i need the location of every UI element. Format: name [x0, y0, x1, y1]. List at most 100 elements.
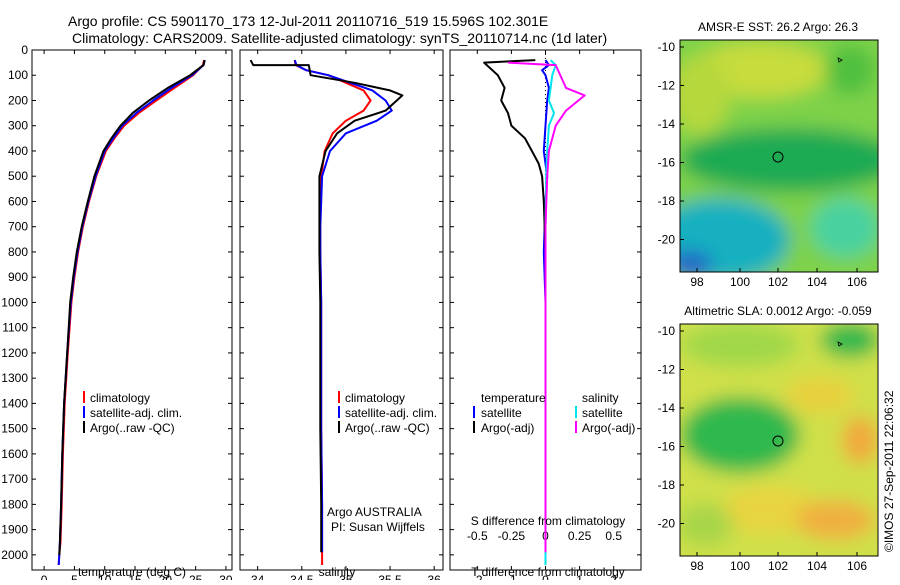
- map-x-tick-label: 102: [768, 275, 788, 289]
- x-tick-label: 34.5: [290, 573, 314, 580]
- s-diff-tick-label: 0.25: [568, 529, 592, 543]
- map-x-tick-label: 102: [768, 559, 788, 573]
- depth-tick-label: 1200: [1, 346, 28, 360]
- map-y-tick-label: -14: [658, 117, 676, 131]
- depth-axis: 0 100 200 300 400 500 600 700 800 900 1000 1100 1200…: [1, 43, 641, 562]
- depth-tick-label: 1400: [1, 396, 28, 410]
- sla-map: [680, 324, 878, 556]
- difference-legend: temperature salinity satellite Argo(-adj…: [473, 391, 635, 435]
- series-group: [57, 59, 206, 566]
- map-y-tick-label: -12: [658, 79, 676, 93]
- depth-tick-label: 0: [21, 43, 28, 57]
- series-line-argo-adj-: [483, 59, 547, 555]
- x-tick-label: 1: [576, 573, 583, 580]
- temperature-panel: [31, 49, 233, 571]
- s-diff-tick-label: -0.25: [498, 529, 526, 543]
- argo-location-marker: [772, 151, 784, 163]
- series-line-satellite: [544, 59, 557, 565]
- series-group: [249, 59, 404, 565]
- map-y-tick-label: -10: [658, 324, 676, 338]
- salinity-panel: [239, 49, 444, 571]
- series-line-climatology: [57, 59, 206, 566]
- x-tick-label: 30: [219, 573, 233, 580]
- map-x-tick-label: 98: [690, 559, 704, 573]
- x-tick-label: 0: [542, 573, 549, 580]
- map-x-tick-label: 100: [730, 559, 750, 573]
- timestamp: ©IMOS 27-Sep-2011 22:06:32: [882, 390, 896, 552]
- series-line-satellite-adj-clim-: [293, 59, 393, 553]
- map-x-tick-label: 100: [730, 275, 750, 289]
- x-tick-label: 0: [41, 573, 48, 580]
- argo-location-marker: [772, 435, 784, 447]
- salinity-xlabel: salinity: [319, 565, 356, 579]
- x-tick-label: 36: [427, 573, 441, 580]
- temperature-plot: 0 5 10 15 20 25 30: [41, 50, 233, 585]
- map-y-tick-label: -14: [658, 401, 676, 415]
- depth-tick-label: 900: [8, 270, 28, 284]
- x-tick-label: 34: [251, 573, 265, 580]
- depth-tick-label: 800: [8, 245, 28, 259]
- depth-tick-label: 1100: [2, 321, 28, 335]
- legend-label: Argo(..raw -QC): [90, 421, 175, 435]
- series-line-argo-raw-qc-: [58, 59, 206, 555]
- legend-header-temperature: temperature: [481, 391, 546, 405]
- title-line2: Climatology: CARS2009. Satellite-adjuste…: [72, 30, 607, 46]
- legend-label: Argo(..raw -QC): [345, 421, 430, 435]
- depth-tick-label: 1000: [1, 295, 28, 309]
- depth-tick-label: 1300: [1, 371, 28, 385]
- sst-map: [680, 40, 878, 272]
- map-y-tick-label: -16: [658, 156, 676, 170]
- depth-tick-label: 500: [8, 169, 28, 183]
- t-difference-xlabel: T difference from climatology: [471, 565, 625, 579]
- annotation-pi: PI: Susan Wijffels: [331, 520, 425, 534]
- map-y-tick-label: -18: [658, 194, 676, 208]
- map-x-tick-label: 106: [847, 275, 867, 289]
- depth-tick-label: 1500: [1, 422, 28, 436]
- depth-tick-label: 1800: [1, 497, 28, 511]
- salinity-legend: climatology satellite-adj. clim. Argo(..…: [327, 391, 437, 534]
- sst-map-frame: [679, 39, 879, 273]
- map-y-tick-label: -10: [658, 40, 676, 54]
- depth-tick-label: 600: [8, 194, 28, 208]
- depth-tick-label: 200: [8, 93, 28, 107]
- x-tick-label: 35.5: [378, 573, 402, 580]
- map-y-tick-label: -16: [658, 440, 676, 454]
- depth-tick-label: 1900: [1, 523, 28, 537]
- s-diff-tick-label: 0.5: [605, 529, 622, 543]
- x-tick-label: -1: [506, 573, 517, 580]
- temperature-legend: climatology satellite-adj. clim. Argo(..…: [83, 391, 182, 435]
- series-line-satellite-adj-clim-: [57, 59, 206, 566]
- s-diff-tick-label: -0.5: [467, 529, 488, 543]
- legend-label: climatology: [90, 391, 150, 405]
- map-y-tick-label: -20: [658, 233, 676, 247]
- map-y-tick-label: -18: [658, 478, 676, 492]
- s-difference-title: S difference from climatology: [471, 514, 626, 528]
- annotation-argo-australia: Argo AUSTRALIA: [327, 505, 422, 519]
- depth-tick-label: 100: [8, 68, 28, 82]
- difference-plot: -2 -1 0 1 2-0.5 -0.25 0 0.25 0.5: [467, 50, 622, 585]
- legend-label: climatology: [345, 391, 405, 405]
- depth-tick-label: 700: [8, 220, 28, 234]
- legend-label: satellite: [481, 406, 522, 420]
- map-ticks: 98 100 102 104 106 -10 -12 -14 -16 -18 -20 98 100 102…: [658, 40, 868, 573]
- island-marker: [837, 341, 843, 347]
- legend-label: satellite: [582, 406, 623, 420]
- sla-map-frame: [679, 323, 879, 557]
- series-group: [483, 59, 586, 565]
- map-y-tick-label: -20: [658, 517, 676, 531]
- series-line-climatology: [293, 59, 372, 565]
- map-x-tick-label: 104: [807, 559, 827, 573]
- series-line-argo-adj-: [507, 61, 586, 553]
- temperature-xlabel: temperature (deg C): [78, 565, 186, 579]
- legend-label: satellite-adj. clim.: [345, 406, 437, 420]
- island-marker: [837, 57, 843, 63]
- depth-tick-label: 300: [8, 119, 28, 133]
- legend-label: Argo(-adj): [481, 421, 534, 435]
- depth-tick-label: 1700: [1, 472, 28, 486]
- depth-tick-label: 2000: [1, 548, 28, 562]
- map-x-tick-label: 98: [690, 275, 704, 289]
- map-x-tick-label: 106: [847, 559, 867, 573]
- x-tick-label: -2: [472, 573, 483, 580]
